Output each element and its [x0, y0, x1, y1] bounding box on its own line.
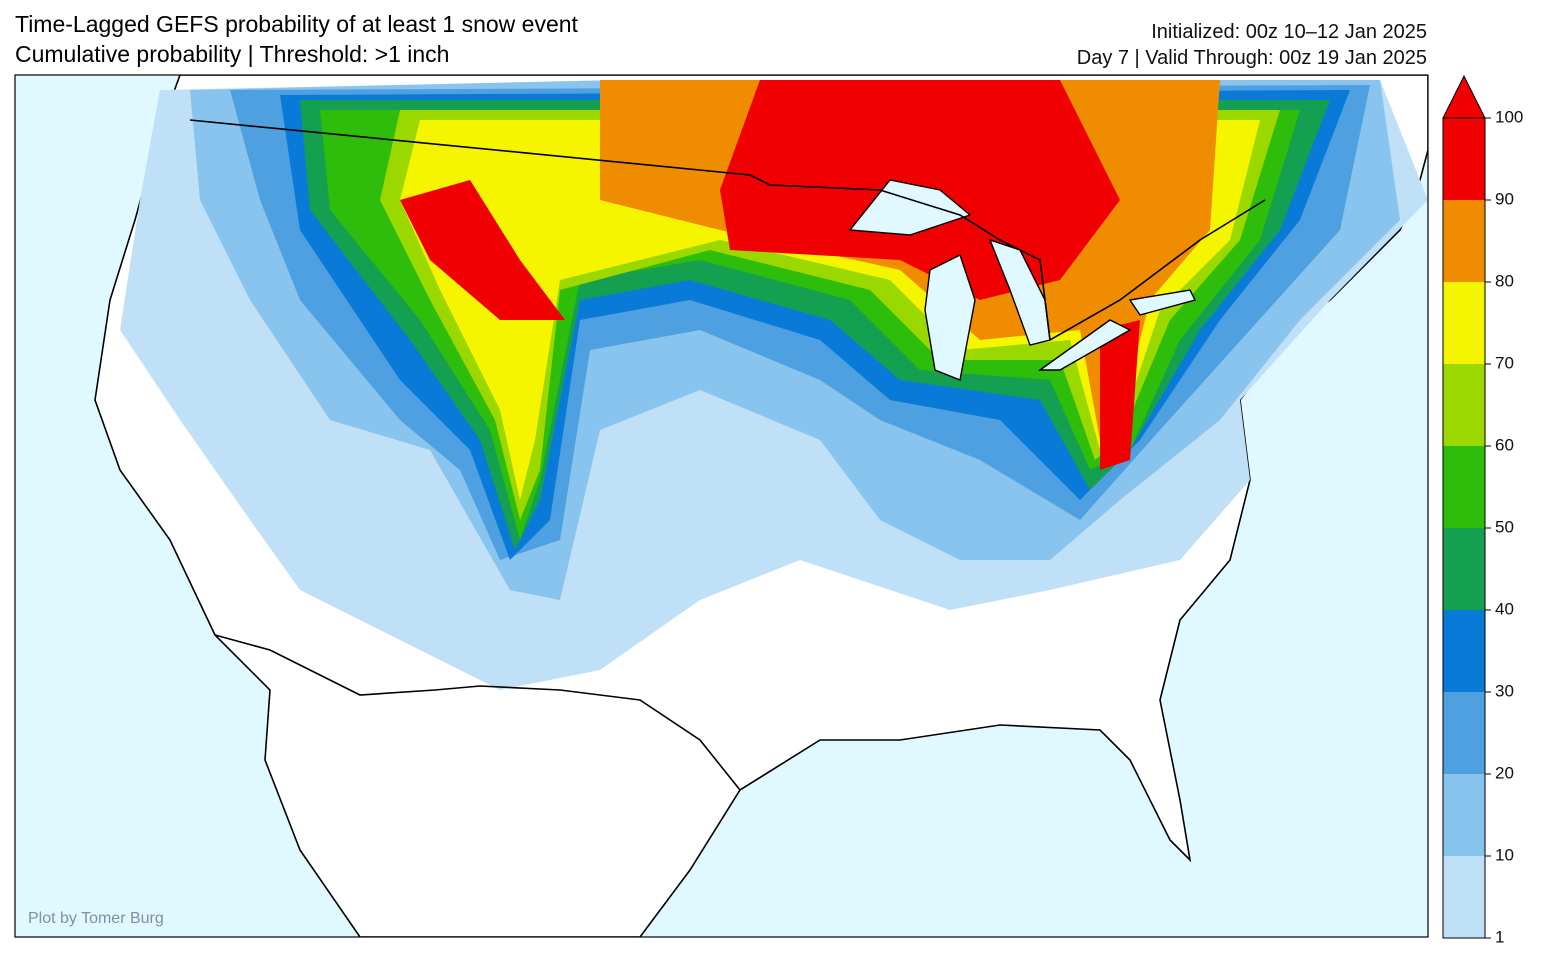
colorbar-bin	[1443, 610, 1485, 692]
colorbar-bin	[1443, 446, 1485, 528]
colorbar-bin	[1443, 364, 1485, 446]
border	[189, 119, 1266, 342]
colorbar-tick-label: 80	[1495, 271, 1514, 290]
credit: Plot by Tomer Burg	[28, 910, 164, 927]
title: Time-Lagged GEFS probability of at least…	[15, 11, 579, 37]
snow-shading	[120, 80, 1428, 690]
colorbar-bin	[1443, 118, 1485, 200]
colorbar-bin	[1443, 200, 1485, 282]
colorbar-bin	[1443, 528, 1485, 610]
map-frame	[14, 74, 1429, 938]
colorbar-bin	[1443, 692, 1485, 774]
great-lakes	[848, 179, 1197, 381]
colorbar-tick-label: 30	[1495, 681, 1514, 700]
colorbar-tick-label: 70	[1495, 353, 1514, 372]
colorbar-bin	[1443, 774, 1485, 856]
valid-info: Day 7 | Valid Through: 00z 19 Jan 2025	[1077, 47, 1427, 69]
colorbar-tick-label: 100	[1495, 107, 1523, 126]
colorbar-tick-label: 40	[1495, 599, 1514, 618]
init-info: Initialized: 00z 10–12 Jan 2025	[1151, 21, 1427, 43]
colorbar-tick-label: 20	[1495, 763, 1514, 782]
colorbar-extend	[1442, 74, 1486, 119]
colorbar-tick-label: 1	[1495, 927, 1504, 946]
colorbar-tick-label: 90	[1495, 189, 1514, 208]
snow-area	[400, 180, 565, 320]
colorbar-tick-label: 60	[1495, 435, 1514, 454]
map	[15, 75, 1428, 937]
colorbar-bin	[1443, 282, 1485, 364]
colorbar-bin	[1443, 856, 1485, 938]
subtitle: Cumulative probability | Threshold: >1 i…	[15, 41, 449, 67]
snow-area	[1100, 320, 1140, 470]
colorbar-tick-label: 50	[1495, 517, 1514, 536]
colorbar: 1 10 20 30 40 50 60 70 80 90 100	[1442, 74, 1523, 946]
border	[214, 634, 741, 791]
colorbar-tick-label: 10	[1495, 845, 1514, 864]
